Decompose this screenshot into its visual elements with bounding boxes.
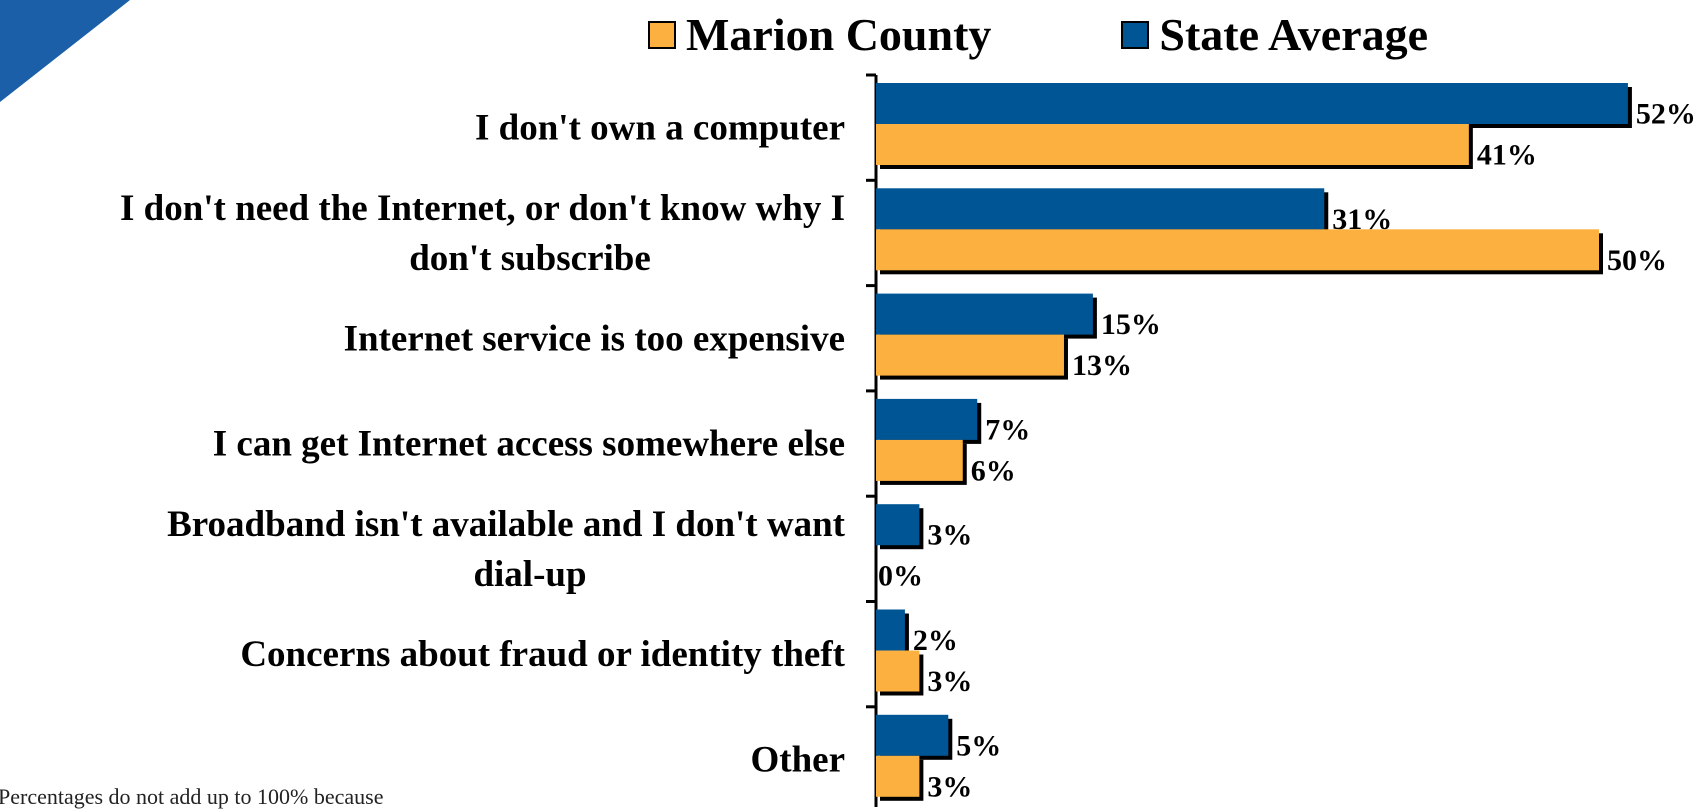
bar-state [876,504,920,546]
footnote: Percentages do not add up to 100% becaus… [0,784,384,809]
value-label-state: 15% [1101,308,1161,341]
value-label-state: 5% [956,729,1001,762]
bar-state [876,714,949,756]
category-label: dial-up [473,554,586,595]
corner-decoration [0,0,130,102]
category-label: I don't need the Internet, or don't know… [120,188,845,229]
legend-swatch-marion [648,20,676,49]
legend-label-marion: Marion County [686,9,992,60]
category-label: Broadband isn't available and I don't wa… [167,504,846,545]
bar-state [876,188,1325,230]
value-label-marion: 3% [927,770,972,803]
value-label-state: 52% [1636,98,1696,131]
legend-label-state: State Average [1159,9,1429,60]
value-label-state: 2% [913,624,958,657]
value-label-state: 7% [985,413,1030,446]
value-label-marion: 13% [1072,349,1132,382]
bar-marion [876,229,1599,271]
legend-swatch-state [1121,20,1150,49]
value-label-marion: 0% [878,560,923,593]
category-label: Internet service is too expensive [344,318,845,359]
category-label: Concerns about fraud or identity theft [240,634,845,675]
category-label: I don't own a computer [475,108,845,149]
bar-state [876,609,905,651]
category-label: don't subscribe [409,238,651,279]
value-label-marion: 41% [1477,139,1537,172]
legend: Marion County State Average [648,8,1428,61]
bar-state [876,398,978,440]
legend-item-state: State Average [1121,8,1428,61]
value-label-marion: 3% [927,665,972,698]
bar-state [876,293,1093,335]
value-label-marion: 50% [1607,244,1667,277]
bar-marion [876,124,1469,165]
value-label-marion: 6% [971,454,1016,487]
bar-marion [876,755,920,797]
bar-marion [876,439,963,481]
legend-item-marion: Marion County [648,8,991,61]
value-label-state: 3% [927,519,972,552]
bar-marion [876,334,1064,376]
category-label: Other [750,739,845,780]
bar-state [876,83,1628,124]
bar-marion [876,650,920,692]
category-label: I can get Internet access somewhere else [213,424,845,465]
